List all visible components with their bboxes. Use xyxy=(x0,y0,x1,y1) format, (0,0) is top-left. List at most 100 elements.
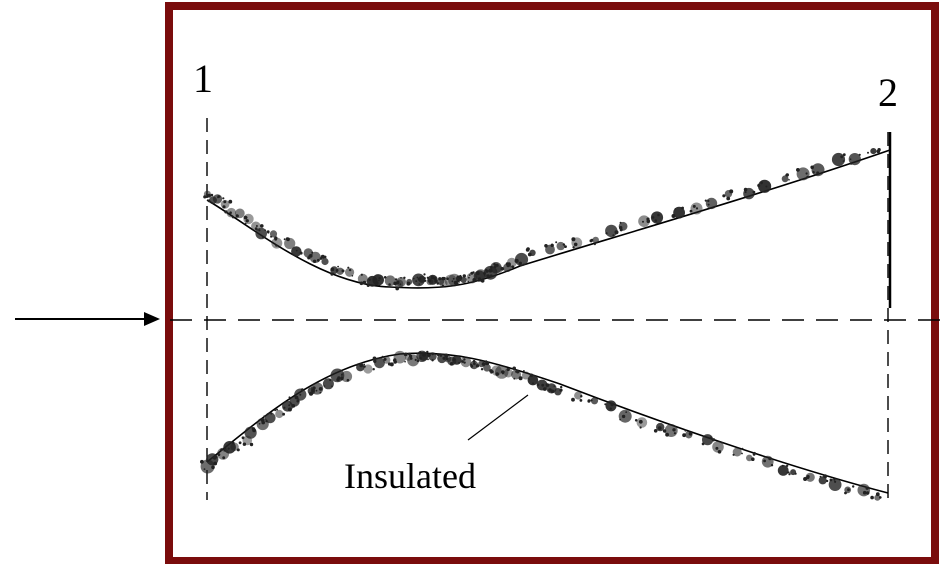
insulation-speck xyxy=(416,276,419,279)
insulation-speck xyxy=(590,238,594,242)
insulation-speck xyxy=(255,225,258,227)
insulation-speck xyxy=(646,217,650,221)
insulation-speck xyxy=(451,363,454,366)
insulation-speck xyxy=(395,286,400,291)
insulation-speck xyxy=(657,426,662,430)
insulation-speck xyxy=(506,367,510,372)
insulation-speck xyxy=(781,464,784,467)
insulation-speck xyxy=(360,273,363,276)
insulation-speck xyxy=(488,268,493,273)
insulation-speck xyxy=(562,243,566,246)
insulation-speck xyxy=(512,366,516,371)
insulation-dot xyxy=(818,476,827,485)
insulation-speck xyxy=(673,432,677,435)
insulation-speck xyxy=(494,263,497,266)
insulation-speck xyxy=(330,267,335,272)
insulation-speck xyxy=(468,276,470,279)
insulation-speck xyxy=(741,452,743,455)
insulation-speck xyxy=(634,419,638,422)
insulation-speck xyxy=(260,418,265,423)
insulation-speck xyxy=(207,193,212,198)
insulation-speck xyxy=(757,184,761,187)
insulation-dot xyxy=(269,230,278,238)
insulation-speck xyxy=(329,378,332,382)
insulation-speck xyxy=(288,404,291,407)
insulation-speck xyxy=(323,255,327,259)
insulation-speck xyxy=(359,281,364,286)
insulation-speck xyxy=(701,442,705,446)
insulation-speck xyxy=(456,275,460,278)
insulation-speck xyxy=(249,442,254,447)
insulation-speck xyxy=(717,450,722,454)
insulation-speck xyxy=(671,214,676,218)
insulation-speck xyxy=(227,447,230,450)
insulation-speck xyxy=(244,222,247,225)
insulation-speck xyxy=(439,354,443,357)
insulation-speck xyxy=(511,265,515,269)
insulation-speck xyxy=(834,480,837,483)
insulation-speck xyxy=(417,277,421,281)
insulation-speck xyxy=(858,153,861,156)
insulation-speck xyxy=(518,261,522,265)
insulation-speck xyxy=(523,370,525,372)
insulation-dot xyxy=(374,357,385,369)
insulation-speck xyxy=(454,358,457,361)
insulation-dot xyxy=(758,179,772,193)
insulation-speck xyxy=(849,158,852,160)
insulation-speck xyxy=(619,221,622,224)
insulation-speck xyxy=(300,388,304,391)
insulation-dot xyxy=(396,277,406,287)
insulation-speck xyxy=(752,190,756,194)
insulation-speck xyxy=(463,361,466,364)
insulation-speck xyxy=(294,395,299,400)
insulation-speck xyxy=(359,363,364,368)
insulation-speck xyxy=(222,456,226,460)
insulation-speck xyxy=(639,426,642,429)
insulation-speck xyxy=(875,492,880,497)
insulation-speck xyxy=(331,385,333,388)
insulation-speck xyxy=(403,352,408,357)
upper-wall xyxy=(206,149,891,289)
insulation-speck xyxy=(438,277,442,281)
insulation-speck xyxy=(657,213,660,217)
insulation-speck xyxy=(571,397,575,402)
insulation-speck xyxy=(689,209,693,213)
insulation-dot xyxy=(650,211,664,224)
insulation-speck xyxy=(514,258,519,263)
insulation-speck xyxy=(295,249,298,252)
insulation-speck xyxy=(786,471,789,474)
insulation-dot xyxy=(311,382,324,395)
insulation-speck xyxy=(842,153,846,157)
insulation-speck xyxy=(842,160,845,163)
insulation-speck xyxy=(489,274,493,278)
insulation-speck xyxy=(312,386,316,390)
insulation-dot xyxy=(271,237,283,249)
insulation-speck xyxy=(319,391,322,394)
insulation-speck xyxy=(348,268,352,272)
insulation-dot xyxy=(514,252,529,267)
insulation-speck xyxy=(682,433,686,438)
insulation-speck xyxy=(414,358,417,361)
insulation-speck xyxy=(270,235,273,238)
insulation-speck xyxy=(590,399,593,402)
insulation-speck xyxy=(238,441,242,445)
insulation-dot xyxy=(605,224,618,238)
insulation-speck xyxy=(258,423,261,425)
insulation-speck xyxy=(283,406,286,409)
insulation-speck xyxy=(275,244,278,247)
insulation-speck xyxy=(625,411,628,413)
insulation-speck xyxy=(430,275,434,279)
insulation-speck xyxy=(387,362,392,366)
insulation-speck xyxy=(819,475,822,478)
insulation-speck xyxy=(264,229,267,231)
insulation-speck xyxy=(794,472,797,475)
insulation-speck xyxy=(276,408,278,411)
insulation-speck xyxy=(274,409,277,412)
insulation-speck xyxy=(786,464,789,467)
insulation-speck xyxy=(785,173,789,177)
insulation-dot xyxy=(384,275,396,287)
insulation-speck xyxy=(263,415,266,418)
insulation-dot xyxy=(243,213,254,225)
insulation-dot xyxy=(212,194,223,204)
flow-arrow xyxy=(15,312,160,326)
